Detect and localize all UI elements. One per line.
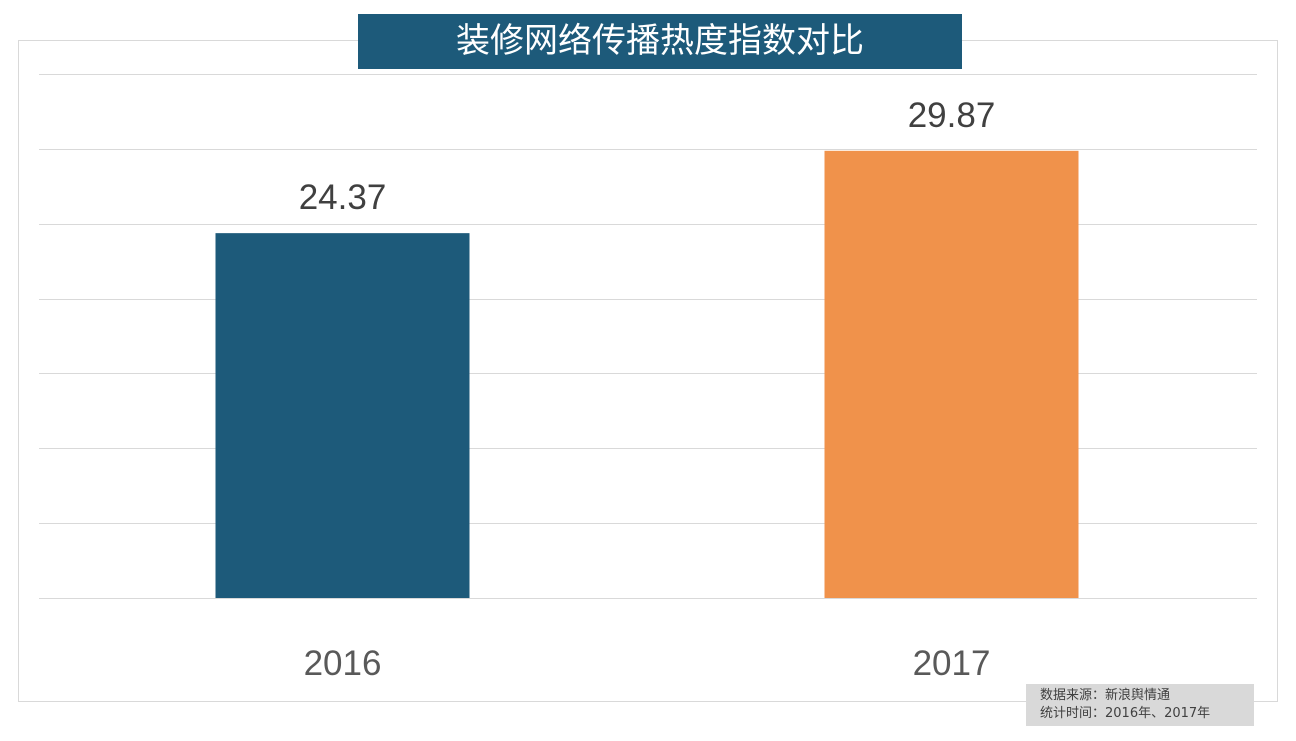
- bar-2017: [824, 150, 1079, 599]
- stat-time-line: 统计时间：2016年、2017年: [1040, 706, 1211, 721]
- x-tick-label-2017: 2017: [913, 644, 991, 683]
- chart-title: 装修网络传播热度指数对比: [358, 14, 962, 69]
- source-note: 数据来源：新浪舆情通 统计时间：2016年、2017年: [1026, 684, 1254, 726]
- bars: [215, 150, 1079, 599]
- bar-2016: [215, 233, 470, 598]
- x-tick-label-2016: 2016: [304, 644, 382, 683]
- source-line: 数据来源：新浪舆情通: [1040, 688, 1171, 703]
- data-label-2017: 29.87: [908, 96, 996, 135]
- data-label-2016: 24.37: [299, 178, 387, 217]
- labels: 24.37 2016 29.87 2017: [299, 96, 996, 683]
